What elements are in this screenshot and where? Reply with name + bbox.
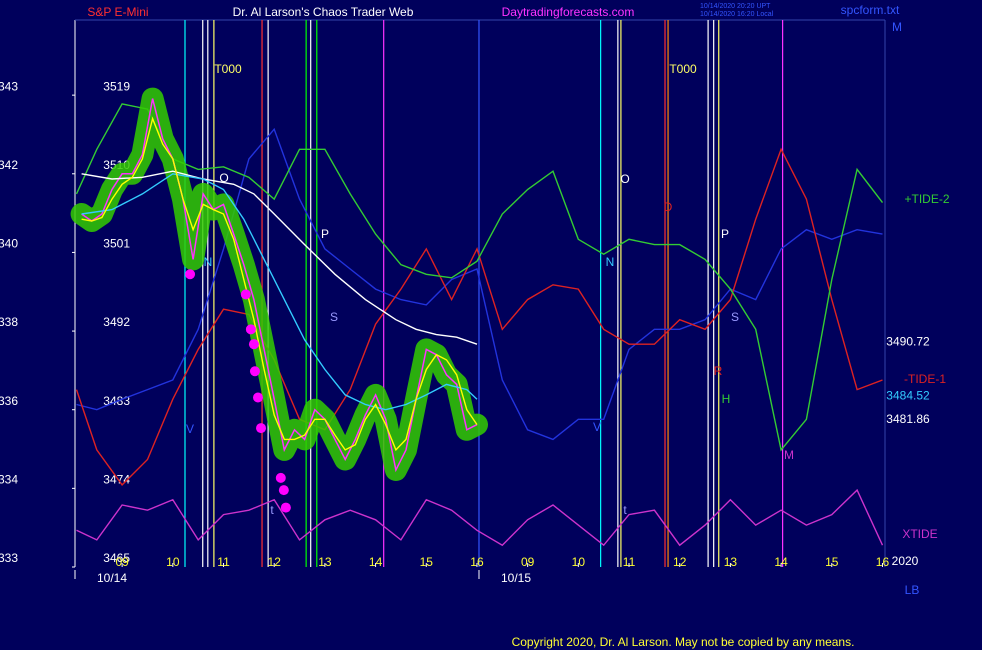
dot xyxy=(248,339,259,350)
last-value-label: 3490.72 xyxy=(886,334,930,348)
y-tick-alt-label: 333 xyxy=(0,551,18,565)
title: Dr. Al Larson's Chaos Trader Web xyxy=(233,5,414,19)
x-tick-label: 09 xyxy=(521,555,535,569)
y-tick-alt-label: 336 xyxy=(0,394,18,408)
y-tick-label: 3492 xyxy=(103,315,130,329)
annotation: M xyxy=(784,448,794,462)
y-tick-label: 3465 xyxy=(103,551,130,565)
line xyxy=(75,147,883,486)
annotation: O xyxy=(219,171,228,185)
instrument: S&P E-Mini xyxy=(87,5,148,19)
annotation: t xyxy=(623,503,627,517)
line xyxy=(81,98,478,473)
y-tick-alt-label: 334 xyxy=(0,473,18,487)
y-tick-label: 3501 xyxy=(103,237,130,251)
x-tick-label: 14 xyxy=(774,555,788,569)
dot xyxy=(245,324,256,335)
x-tick-label: 12 xyxy=(268,555,282,569)
dot xyxy=(275,472,286,483)
x-tick-label: 15 xyxy=(825,555,839,569)
annotation: D xyxy=(664,200,673,214)
y-tick-alt-label: 338 xyxy=(0,315,18,329)
y-tick-alt-label: 340 xyxy=(0,237,18,251)
x-tick-label: 14 xyxy=(369,555,383,569)
x-tick-label: 16 xyxy=(876,555,890,569)
x-tick-label: 11 xyxy=(623,555,636,569)
line xyxy=(76,127,883,441)
line xyxy=(81,116,478,452)
x-tick-label: 16 xyxy=(470,555,484,569)
annotation: S xyxy=(731,310,739,324)
last-value-label: 3484.52 xyxy=(886,389,930,403)
date-label: 10/15 xyxy=(501,571,531,585)
x-tick-label: 09 xyxy=(115,555,129,569)
annotation: V xyxy=(186,422,194,436)
legend-entry: XTIDE xyxy=(902,527,937,541)
x-tick-label: 11 xyxy=(217,555,230,569)
annotation: P xyxy=(721,227,729,241)
annotation: H xyxy=(722,392,731,406)
y-tick-alt-label: 342 xyxy=(0,158,18,172)
dot xyxy=(252,392,263,403)
line xyxy=(81,173,478,411)
annotation: N xyxy=(204,255,213,269)
annotation: P xyxy=(321,227,329,241)
dot xyxy=(278,485,289,496)
x-tick-label: 15 xyxy=(420,555,434,569)
corner-label: M xyxy=(892,20,902,34)
dot xyxy=(240,289,251,300)
y-tick-label: 3474 xyxy=(103,473,130,487)
annotation: V xyxy=(593,420,601,434)
dot xyxy=(280,502,291,513)
site: Daytradingforecasts.com xyxy=(502,5,635,19)
legend-entry: +TIDE-2 xyxy=(904,192,949,206)
y-tick-label: 3519 xyxy=(103,79,130,93)
timestamp: 10/14/2020 16:20 Local xyxy=(700,11,774,18)
x-tick-label: 13 xyxy=(318,555,332,569)
annotation: N xyxy=(606,255,615,269)
x-tick-label: 13 xyxy=(724,555,738,569)
dot xyxy=(185,269,196,280)
line xyxy=(81,170,478,345)
corner-label: LB xyxy=(905,583,920,597)
x-tick-label: 10 xyxy=(572,555,586,569)
annotation: t xyxy=(270,503,274,517)
annotation: T000 xyxy=(214,62,242,76)
timestamp: 10/14/2020 20:20 UPT xyxy=(700,3,771,10)
line xyxy=(75,103,884,452)
x-tick-label: 10 xyxy=(166,555,180,569)
dot xyxy=(249,366,260,377)
y-tick-alt-label: 343 xyxy=(0,79,18,93)
last-value-label: 3481.86 xyxy=(886,412,930,426)
annotation: O xyxy=(620,172,629,186)
date-label: 10/14 xyxy=(97,571,127,585)
line xyxy=(76,488,884,547)
corner-label: 2020 xyxy=(892,554,919,568)
copyright: Copyright 2020, Dr. Al Larson. May not b… xyxy=(512,635,855,649)
legend-entry: -TIDE-1 xyxy=(904,372,946,386)
annotation: T000 xyxy=(669,62,697,76)
file-name: spcform.txt xyxy=(841,3,900,17)
dot xyxy=(256,423,267,434)
x-tick-label: 12 xyxy=(673,555,687,569)
annotation: S xyxy=(330,310,338,324)
annotation: R xyxy=(714,364,723,378)
